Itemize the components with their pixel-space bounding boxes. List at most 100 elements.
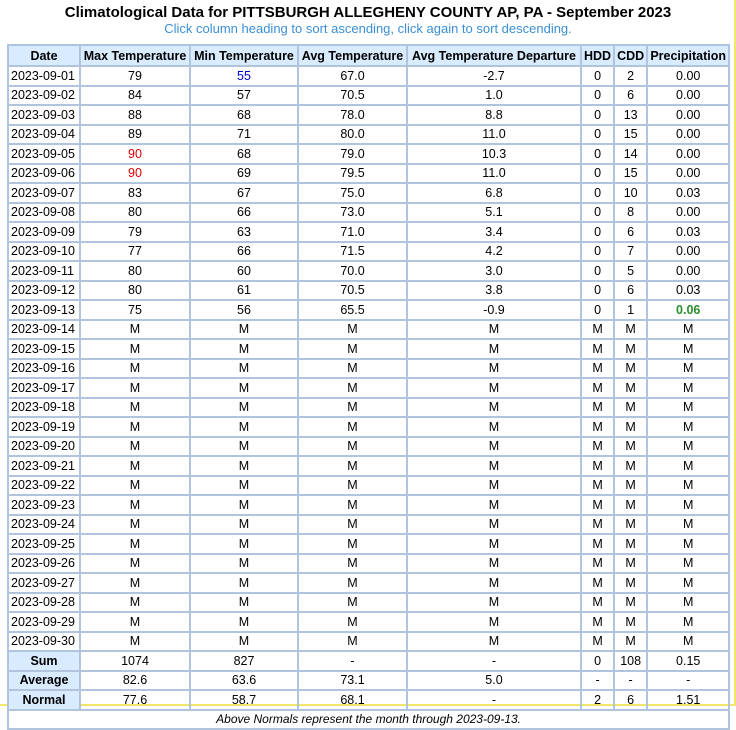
avg-temp-cell: 75.0: [298, 183, 407, 203]
footnote: Above Normals represent the month throug…: [8, 709, 730, 729]
avg-temp-cell: M: [298, 417, 407, 437]
avg-temp-cell: M: [298, 358, 407, 378]
table-row: 2023-09-10 77 66 71.5 4.2 0 7 0.00: [8, 241, 730, 261]
date-cell: 2023-09-27: [8, 573, 80, 593]
min-temp-cell: M: [190, 339, 298, 359]
column-header-date[interactable]: Date: [8, 45, 80, 66]
max-temp-cell: M: [80, 534, 190, 554]
precip-cell: M: [647, 417, 730, 437]
precip-cell: M: [647, 397, 730, 417]
precip-cell: 0.03: [647, 280, 730, 300]
max-temp-cell: M: [80, 475, 190, 495]
avg-temp-cell: 70.0: [298, 261, 407, 281]
table-row: 2023-09-04 89 71 80.0 11.0 0 15 0.00: [8, 124, 730, 144]
precip-cell: 0.00: [647, 241, 730, 261]
hdd-cell: M: [581, 475, 615, 495]
min-temp-cell: 68: [190, 144, 298, 164]
departure-cell: -: [407, 690, 581, 710]
departure-cell: 5.1: [407, 202, 581, 222]
cdd-cell: M: [614, 612, 648, 632]
avg-temp-cell: 71.0: [298, 222, 407, 242]
departure-cell: 10.3: [407, 144, 581, 164]
table-row: 2023-09-16 M M M M M M M: [8, 358, 730, 378]
departure-cell: M: [407, 514, 581, 534]
departure-cell: -: [407, 651, 581, 671]
cdd-cell: 5: [614, 261, 648, 281]
hdd-cell: 0: [581, 124, 615, 144]
table-row: 2023-09-05 90 68 79.0 10.3 0 14 0.00: [8, 144, 730, 164]
min-temp-cell: M: [190, 514, 298, 534]
date-cell: 2023-09-09: [8, 222, 80, 242]
summary-row-average: Average 82.6 63.6 73.1 5.0- - -: [8, 670, 730, 690]
min-temp-cell: 63: [190, 222, 298, 242]
precip-cell: M: [647, 436, 730, 456]
precip-cell: M: [647, 495, 730, 515]
column-header-avg-temperature[interactable]: Avg Temperature: [298, 45, 407, 66]
date-cell: 2023-09-15: [8, 339, 80, 359]
hdd-cell: 0: [581, 163, 615, 183]
hdd-cell: 0: [581, 202, 615, 222]
min-temp-cell: M: [190, 378, 298, 398]
precip-cell: 0.03: [647, 222, 730, 242]
departure-cell: M: [407, 534, 581, 554]
cdd-cell: M: [614, 378, 648, 398]
cdd-cell: M: [614, 475, 648, 495]
min-temp-cell: 69: [190, 163, 298, 183]
min-temp-cell: M: [190, 319, 298, 339]
avg-temp-cell: M: [298, 339, 407, 359]
column-header-cdd[interactable]: CDD: [614, 45, 648, 66]
precip-cell: 0.06: [647, 300, 730, 320]
table-row: 2023-09-23 M M M M M M M: [8, 495, 730, 515]
precip-cell: M: [647, 319, 730, 339]
avg-temp-cell: M: [298, 573, 407, 593]
cdd-cell: -: [614, 670, 648, 690]
hdd-cell: 0: [581, 300, 615, 320]
max-temp-cell: M: [80, 339, 190, 359]
date-cell: 2023-09-08: [8, 202, 80, 222]
cdd-cell: 7: [614, 241, 648, 261]
min-temp-cell: M: [190, 553, 298, 573]
hdd-cell: M: [581, 514, 615, 534]
date-cell: 2023-09-22: [8, 475, 80, 495]
avg-temp-cell: 73.1: [298, 670, 407, 690]
departure-cell: M: [407, 358, 581, 378]
table-row: 2023-09-20 M M M M M M M: [8, 436, 730, 456]
date-cell: 2023-09-17: [8, 378, 80, 398]
departure-cell: 11.0: [407, 124, 581, 144]
cdd-cell: M: [614, 573, 648, 593]
header-row: Date Max Temperature Min Temperature Avg…: [8, 45, 730, 66]
precip-cell: 0.00: [647, 66, 730, 86]
hdd-cell: M: [581, 612, 615, 632]
cdd-cell: 15: [614, 124, 648, 144]
min-temp-cell: M: [190, 475, 298, 495]
column-header-precipitation[interactable]: Precipitation: [647, 45, 730, 66]
max-temp-cell: 77.6: [80, 690, 190, 710]
hdd-cell: M: [581, 378, 615, 398]
min-temp-cell: 66: [190, 202, 298, 222]
cdd-cell: 6: [614, 85, 648, 105]
max-temp-cell: M: [80, 631, 190, 651]
table-row: 2023-09-22 M M M M M M M: [8, 475, 730, 495]
max-temp-cell: 82.6: [80, 670, 190, 690]
hdd-cell: 0: [581, 144, 615, 164]
max-temp-cell: 79: [80, 66, 190, 86]
cdd-cell: 14: [614, 144, 648, 164]
table-row: 2023-09-27 M M M M M M M: [8, 573, 730, 593]
departure-cell: M: [407, 417, 581, 437]
column-header-avg-temperature-departure[interactable]: Avg Temperature Departure: [407, 45, 581, 66]
column-header-max-temperature[interactable]: Max Temperature: [80, 45, 190, 66]
column-header-hdd[interactable]: HDD: [581, 45, 615, 66]
hdd-cell: 0: [581, 241, 615, 261]
min-temp-cell: 67: [190, 183, 298, 203]
precip-cell: M: [647, 553, 730, 573]
min-temp-cell: 68: [190, 105, 298, 125]
table-row: 2023-09-09 79 63 71.0 3.4 0 6 0.03: [8, 222, 730, 242]
column-header-min-temperature[interactable]: Min Temperature: [190, 45, 298, 66]
date-cell: 2023-09-24: [8, 514, 80, 534]
sort-instructions: Click column heading to sort ascending, …: [164, 21, 572, 36]
date-cell: 2023-09-26: [8, 553, 80, 573]
min-temp-cell: 60: [190, 261, 298, 281]
cdd-cell: 6: [614, 690, 648, 710]
max-temp-cell: 84: [80, 85, 190, 105]
table-row: 2023-09-06 90 69 79.5 11.0 0 15 0.00: [8, 163, 730, 183]
